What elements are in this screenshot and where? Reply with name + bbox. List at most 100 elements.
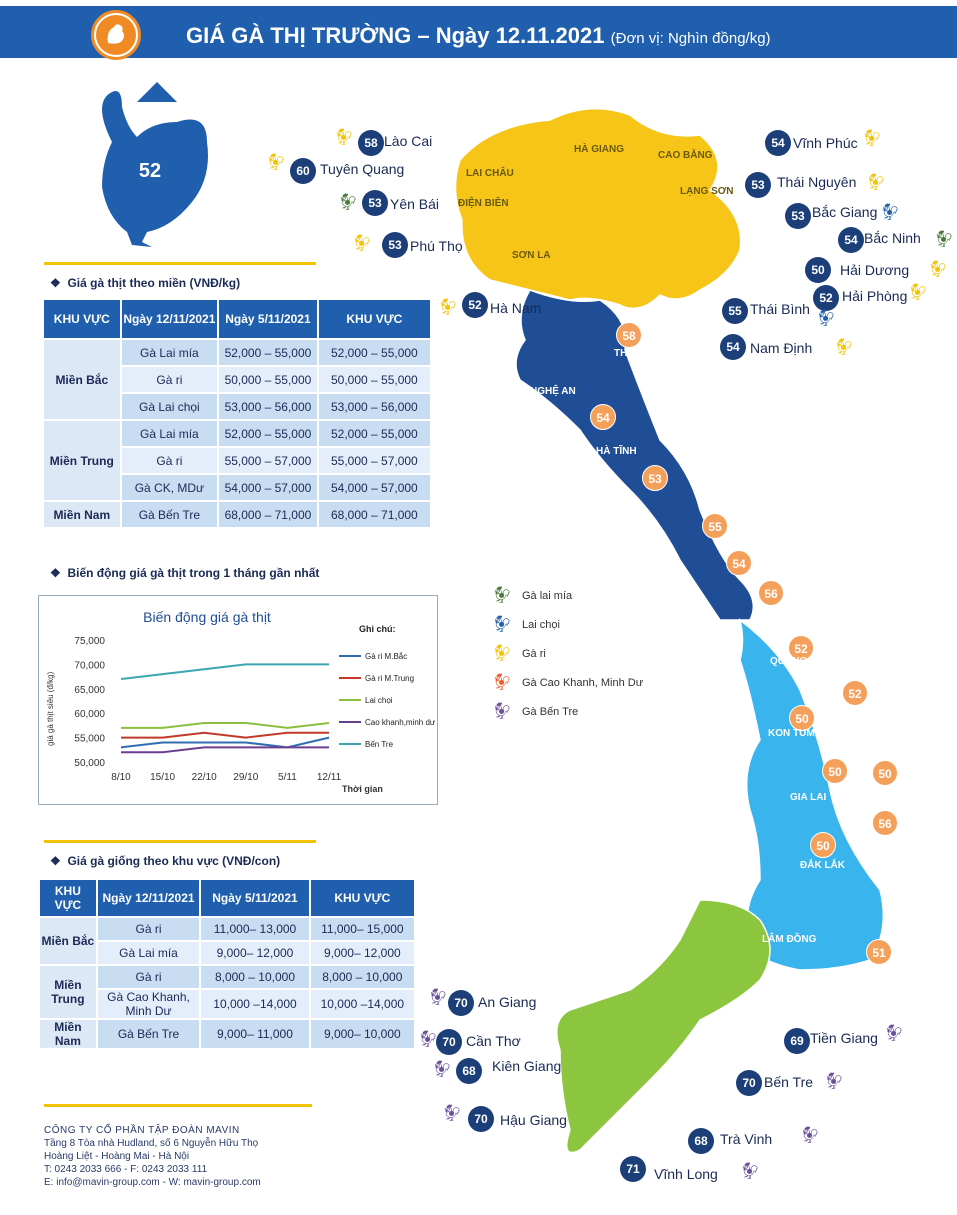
province-label: Yên Bái [390,196,440,212]
col-header: Ngày 5/11/2021 [217,298,319,340]
region-cell: Miền Trung [42,419,122,502]
breed-cell: Gà ri [119,446,220,475]
province-price-badge: 53 [785,203,811,229]
region-cell: Miền Nam [42,500,122,529]
legend-entry: Gà ri M.Bắc [365,652,407,661]
province-label: Hải Dương [840,262,910,278]
table-row: Miền Trung Gà Lai mía 52,000 – 55,000 52,00… [42,419,433,502]
province-price-badge: 71 [620,1156,646,1182]
y-tick-label: 75,000 [74,636,105,647]
series-line [120,663,329,681]
y-tick-label: 70,000 [74,660,105,671]
chicken-icon: 🐓︎ [740,1163,761,1180]
province-label: Thái Nguyên [777,174,857,190]
table-header-row: KHU VỰC Ngày 12/11/2021 Ngày 5/11/2021 K… [42,298,433,340]
legend-entry: Gà ri M.Trung [365,674,414,683]
trend-chart-panel: Biến động giá gà thịt 75,000 70,000 65,000 6… [38,595,438,805]
central-price-badge: 54 [590,404,616,430]
series-line [121,746,329,754]
legend-chicken-icon: 🐓︎ [492,703,513,720]
y-axis-label: giá gà thịt siêu (đ/kg) [46,671,55,746]
price-cell: 55,000 – 57,000 [316,446,433,475]
province-label: Thái Bình [750,301,810,317]
breed-cell: Gà Lai chọi [119,392,220,421]
chicken-icon: 🐓︎ [428,989,449,1006]
table-row: Miền Trung Gà ri 8,000 – 10,000 8,000 – 10,… [38,964,417,1020]
chicken-icon: 🐓︎ [338,194,359,211]
province-label: Trà Vinh [720,1131,773,1147]
province-price-badge: 54 [765,130,791,156]
table-row: Gà ri 50,000 – 55,000 50,000 – 55,000 [43,365,433,394]
central-price-badge: 52 [788,635,814,661]
footer-divider [44,1104,312,1107]
chicken-icon: 🐓︎ [442,1105,463,1122]
price-cell: 68,000 – 71,000 [316,500,433,529]
y-tick-label: 50,000 [74,758,105,769]
province-label: Hà Nam [490,300,542,316]
province-price-badge: 70 [468,1106,494,1132]
chicken-icon: 🐓︎ [824,1073,845,1090]
x-tick-label: 5/11 [278,772,297,783]
central-price-badge: 56 [758,580,784,606]
province-price-badge: 53 [382,232,408,258]
price-cell: 54,000 – 57,000 [217,473,319,502]
province-price-badge: 52 [462,292,488,318]
col-header: Ngày 12/11/2021 [119,298,220,340]
map-area-label: LÂM ĐỒNG [762,934,817,945]
province-label: An Giang [478,994,537,1010]
breed-cell: Gà Bến Tre [119,500,220,529]
company-name: CÔNG TY CỔ PHẦN TẬP ĐOÀN MAVIN [44,1125,240,1136]
section-title-meat: ❖ Giá gà thịt theo miền (VNĐ/kg) [50,276,241,290]
province-price-badge: 69 [784,1028,810,1054]
vietnam-map [454,107,885,1154]
price-cell: 55,000 – 57,000 [217,446,319,475]
col-header: KHU VỰC [308,878,417,918]
breed-cell: Gà Bến Tre [95,1018,202,1050]
x-tick-label: 29/10 [233,772,258,783]
chicken-icon: 🐓︎ [334,129,355,146]
table-row: Gà Lai mía 9,000– 12,000 9,000– 12,000 [39,940,417,966]
price-cell: 50,000 – 55,000 [316,365,433,394]
map-area-label: KON TUM [768,728,815,739]
address-line: Hoàng Liệt - Hoàng Mai - Hà Nội [44,1151,190,1162]
map-region-north [454,107,742,310]
legend-title: Ghi chú: [359,624,396,634]
breed-cell: Gà ri [95,964,202,990]
col-header: Ngày 5/11/2021 [199,878,311,918]
region-cell: Miền Bắc [42,338,122,421]
legend-chicken-icon: 🐓︎ [492,645,513,662]
province-label: Bắc Giang [812,204,878,220]
x-tick-label: 15/10 [150,772,175,783]
central-price-badge: 55 [702,513,728,539]
table-row: Gà ri 55,000 – 57,000 55,000 – 57,000 [43,446,433,475]
breed-cell: Gà Lai mía [119,419,220,448]
price-cell: 9,000– 11,000 [199,1018,311,1050]
legend-entry: Bến Tre [365,740,394,749]
central-price-badge: 50 [810,832,836,858]
y-tick-label: 65,000 [74,685,105,696]
legend-chicken-icon: 🐓︎ [492,674,513,691]
map-area-label: BÌNH ĐỊNH [850,736,902,747]
chicken-icon: 🐓︎ [928,261,949,278]
price-cell: 11,000– 13,000 [199,916,311,942]
chicken-icon: 🐓︎ [418,1031,439,1048]
price-cell: 68,000 – 71,000 [217,500,319,529]
price-cell: 9,000– 12,000 [308,940,417,966]
col-header: KHU VỰC [38,878,98,918]
series-line [121,721,330,729]
legend-label: Gà Cao Khanh, Minh Dư [522,677,644,689]
chart-title: Biến động giá gà thịt [143,609,271,625]
price-cell: 54,000 – 57,000 [316,473,433,502]
map-area-label: QUẢNG NAM [770,656,833,667]
phone-line: T: 0243 2033 666 - F: 0243 2033 111 [44,1164,208,1175]
legend-entry: Lai chọi [365,696,393,705]
hen-icon [102,82,208,247]
chicken-icon: 🐓︎ [432,1061,453,1078]
price-cell: 52,000 – 55,000 [316,338,433,367]
price-cell: 50,000 – 55,000 [217,365,319,394]
province-price-badge: 54 [838,227,864,253]
map-area-label: ĐẮK LẮK [800,860,845,871]
map-area-label: HÀ GIANG [574,144,624,155]
province-label: Cần Thơ [466,1033,521,1049]
x-tick-label: 12/11 [317,772,342,783]
